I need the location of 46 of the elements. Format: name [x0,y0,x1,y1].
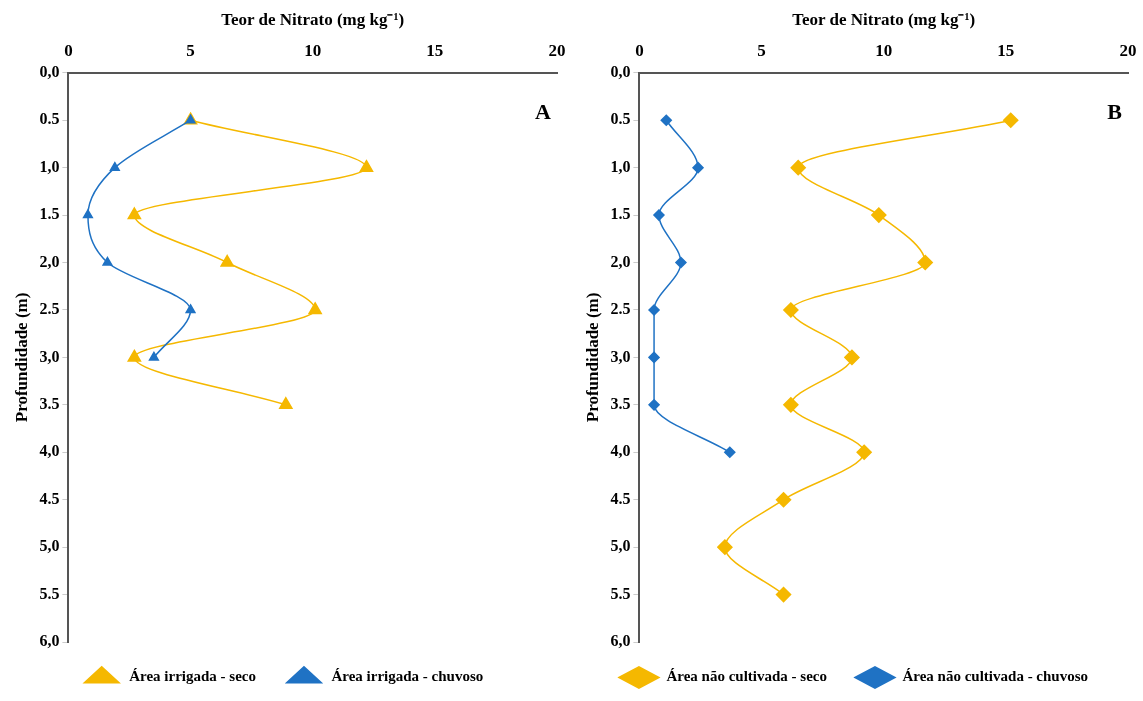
x-tick-label: 15 [997,40,1015,60]
annotation: B [1107,99,1123,125]
y-tick-label: 2.5 [39,300,60,318]
y-tick-label: 3.5 [610,394,631,412]
x-tick-label: 0 [635,40,644,60]
y-tick-label: 4.5 [610,489,631,507]
x-tick-label: 10 [304,40,322,60]
y-tick-label: 2,0 [610,252,631,270]
y-tick-label: 5.5 [39,584,60,602]
y-tick-label: 1,0 [39,157,60,175]
y-tick-label: 5.5 [610,584,631,602]
x-axis-title: Teor de Nitrato (mg kg⁻¹) [221,9,405,29]
legend-label: Área não cultivada - seco [666,668,827,685]
y-tick-label: 0.5 [610,110,631,128]
x-tick-label: 20 [548,40,566,60]
x-axis-title: Teor de Nitrato (mg kg⁻¹) [792,9,976,29]
y-tick-label: 1,0 [610,157,631,175]
y-tick-label: 5,0 [610,537,631,555]
y-axis-title: Profundidade (m) [582,292,602,423]
y-tick-label: 3,0 [39,347,60,365]
y-axis-title: Profundidade (m) [11,292,31,423]
annotation: A [535,99,552,125]
x-tick-label: 5 [186,40,195,60]
x-tick-label: 0 [64,40,73,60]
y-tick-label: 0,0 [39,62,60,80]
y-tick-label: 3,0 [610,347,631,365]
y-tick-label: 0.5 [39,110,60,128]
y-tick-label: 1.5 [610,205,631,223]
x-tick-label: 20 [1119,40,1137,60]
y-tick-label: 1.5 [39,205,60,223]
legend-label: Área irrigada - chuvoso [331,668,484,685]
y-tick-label: 3.5 [39,394,60,412]
x-tick-label: 5 [757,40,766,60]
y-tick-label: 0,0 [610,62,631,80]
y-tick-label: 4,0 [610,442,631,460]
legend-label: Área não cultivada - chuvoso [902,668,1089,685]
y-tick-label: 6,0 [610,632,631,650]
y-tick-label: 2.5 [610,300,631,318]
x-tick-label: 15 [426,40,444,60]
y-tick-label: 4.5 [39,489,60,507]
y-tick-label: 2,0 [39,252,60,270]
y-tick-label: 4,0 [39,442,60,460]
y-tick-label: 5,0 [39,537,60,555]
y-tick-label: 6,0 [39,632,60,650]
legend-label: Área irrigada - seco [129,668,256,685]
x-tick-label: 10 [875,40,893,60]
